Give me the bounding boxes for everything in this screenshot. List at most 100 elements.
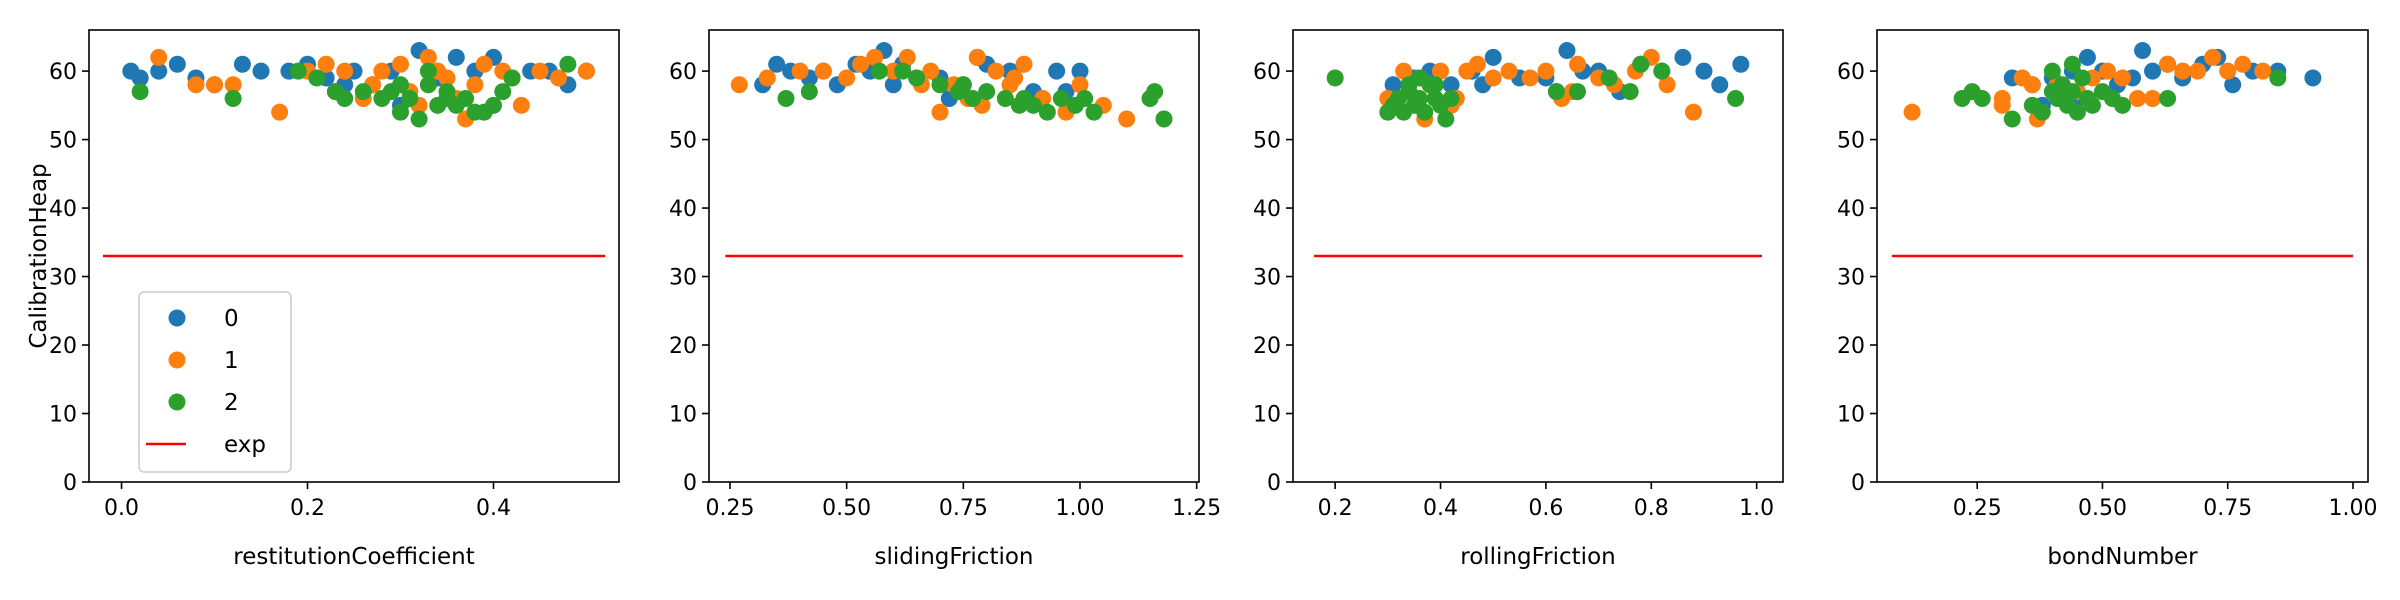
data-point [1558,42,1576,60]
data-point [1071,76,1089,94]
data-point [922,62,940,80]
data-point [1653,62,1671,80]
data-point [373,62,391,80]
data-point [2078,48,2096,66]
data-point [1015,55,1033,73]
y-tick-label: 50 [49,129,77,154]
data-point [1048,62,1066,80]
data-point [1484,48,1502,66]
data-point [908,69,926,87]
data-point [252,62,270,80]
data-point [1085,103,1103,121]
data-point [206,76,224,94]
data-point [2098,62,2116,80]
panel-3: 0 10 20 30 40 50 60 0.2 0.4 0.6 0.8 1.0 rollingFrict… [1253,29,1784,570]
legend-label: 0 [224,306,239,332]
data-point [233,55,251,73]
x-tick-label: 1.00 [1056,496,1105,521]
data-point [317,55,335,73]
series-0 [122,42,595,114]
y-tick-label: 60 [49,60,77,85]
data-point [1569,55,1587,73]
data-point [1537,62,1555,80]
series-2 [1953,55,2287,128]
y-tick-label: 60 [1253,60,1281,85]
y-tick-label: 10 [1253,403,1281,428]
x-tick-label: 0.2 [290,496,325,521]
data-point [2224,76,2242,94]
y-tick-label: 30 [1837,266,1865,291]
y-tick-label: 60 [1837,60,1865,85]
data-point [466,76,484,94]
data-point [1621,83,1639,101]
data-point [2033,103,2051,121]
y-tick-label: 50 [669,129,697,154]
data-point [1993,89,2011,107]
data-point [2073,69,2091,87]
y-tick-label: 10 [1837,403,1865,428]
data-point [964,89,982,107]
y-tick-label: 0 [683,471,697,496]
y-tick-label: 30 [669,266,697,291]
data-point [438,89,456,107]
y-axis-title: CalibrationHeap [26,163,52,348]
data-point [996,89,1014,107]
data-point [814,62,832,80]
x-tick-label: 0.6 [1528,496,1563,521]
data-point [978,83,996,101]
data-point [1500,62,1518,80]
data-point [2144,89,2162,107]
data-point [1600,69,1618,87]
data-point [2043,62,2061,80]
data-point [2063,83,2081,101]
data-point [2189,62,2207,80]
y-tick-label: 20 [1837,334,1865,359]
x-tick-label: 1.00 [2328,496,2377,521]
data-point [866,48,884,66]
data-point [1071,62,1089,80]
data-point [1484,69,1502,87]
data-point [401,89,419,107]
x-tick-label: 1.0 [1739,496,1774,521]
data-point [150,62,168,80]
series-2 [777,62,1173,128]
x-tick-label: 0.25 [706,496,755,521]
legend-dot-marker [168,351,186,369]
y-tick-label: 20 [669,334,697,359]
y-tick-label: 40 [1253,197,1281,222]
data-point [1432,62,1450,80]
series-2 [131,55,577,128]
data-point [2068,103,2086,121]
legend-item: exp [146,432,266,458]
legend-label: exp [224,432,266,458]
data-point [391,76,409,94]
data-point [884,76,902,94]
data-point [224,89,242,107]
data-point [1732,55,1750,73]
data-point [512,96,530,114]
data-point [391,103,409,121]
series-1 [150,48,595,128]
data-point [2159,89,2177,107]
data-point [131,69,149,87]
y-tick-label: 50 [1837,129,1865,154]
data-point [1006,69,1024,87]
data-point [1395,62,1413,80]
data-point [931,103,949,121]
data-point [2129,89,2147,107]
data-point [1416,103,1434,121]
data-point [768,55,786,73]
data-point [131,83,149,101]
data-point [419,76,437,94]
y-tick-label: 20 [1253,334,1281,359]
data-point [2254,62,2272,80]
data-point [852,55,870,73]
legend-label: 2 [224,390,239,416]
x-axis-title: rollingFriction [1460,544,1615,570]
data-point [777,89,795,107]
legend-box [138,291,292,473]
data-point [494,83,512,101]
data-point [1400,76,1418,94]
